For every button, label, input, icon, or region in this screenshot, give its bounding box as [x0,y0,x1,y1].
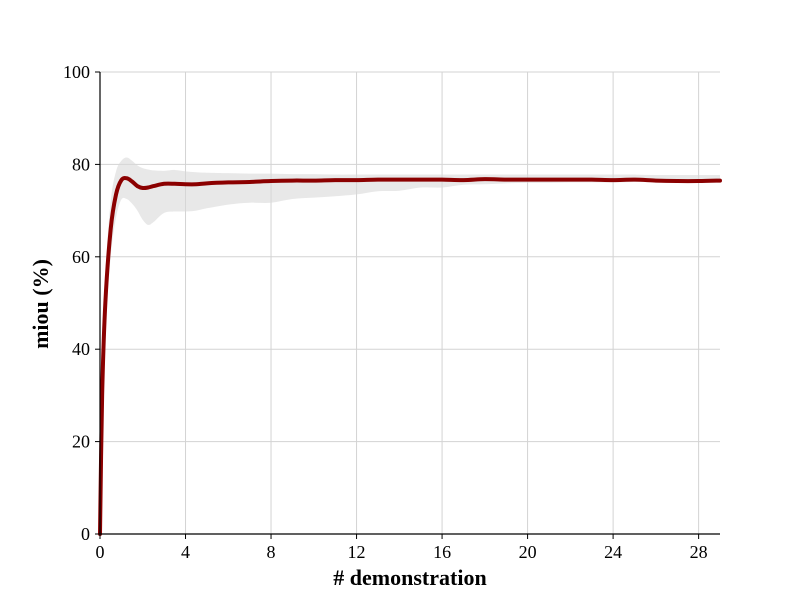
x-tick-label: 12 [348,542,366,562]
axes [99,72,720,535]
x-tick-label: 16 [433,542,451,562]
x-axis-label: # demonstration [333,565,486,590]
x-tick-label: 20 [519,542,537,562]
x-tick-label: 24 [604,542,622,562]
y-ticks: 0 20 40 60 80 100 [63,62,100,544]
x-tick-label: 0 [96,542,105,562]
y-axis-label: miou (%) [28,259,53,349]
y-tick-label: 80 [72,154,90,174]
y-tick-label: 0 [81,524,90,544]
x-tick-label: 4 [181,542,190,562]
grid [100,71,720,534]
y-tick-label: 40 [72,339,90,359]
y-tick-label: 60 [72,247,90,267]
mean-line [98,176,722,536]
x-tick-label: 8 [267,542,276,562]
y-tick-label: 100 [63,62,90,82]
variance-band [100,157,720,534]
x-tick-label: 28 [690,542,708,562]
x-ticks: 0 4 8 12 16 20 24 28 [96,534,708,562]
y-tick-label: 20 [72,432,90,452]
